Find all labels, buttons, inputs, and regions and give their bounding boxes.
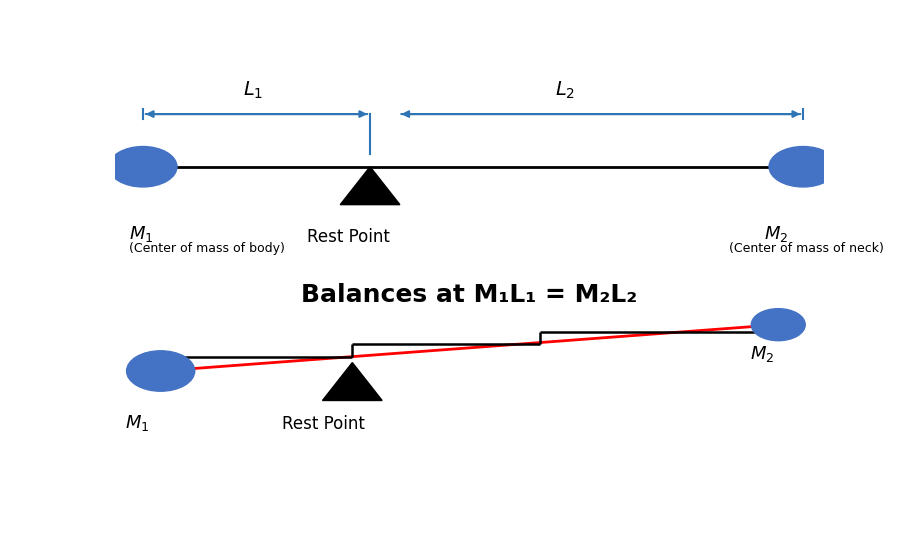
Text: $M_1$: $M_1$ <box>128 224 153 243</box>
Text: $L_1$: $L_1$ <box>243 80 263 101</box>
Polygon shape <box>322 363 382 400</box>
Circle shape <box>109 147 177 187</box>
Circle shape <box>751 309 805 341</box>
Text: (Center of mass of neck): (Center of mass of neck) <box>728 242 883 255</box>
Text: Rest Point: Rest Point <box>282 415 365 433</box>
Text: $M_2$: $M_2$ <box>764 224 789 243</box>
Text: $M_2$: $M_2$ <box>750 344 774 364</box>
Text: Rest Point: Rest Point <box>308 228 390 246</box>
Circle shape <box>769 147 837 187</box>
Text: $L_2$: $L_2$ <box>555 80 575 101</box>
Polygon shape <box>340 167 400 205</box>
Text: Balances at M₁L₁ = M₂L₂: Balances at M₁L₁ = M₂L₂ <box>301 283 638 307</box>
Circle shape <box>126 351 195 391</box>
Text: $M_1$: $M_1$ <box>125 413 149 433</box>
Text: (Center of mass of body): (Center of mass of body) <box>128 242 285 255</box>
